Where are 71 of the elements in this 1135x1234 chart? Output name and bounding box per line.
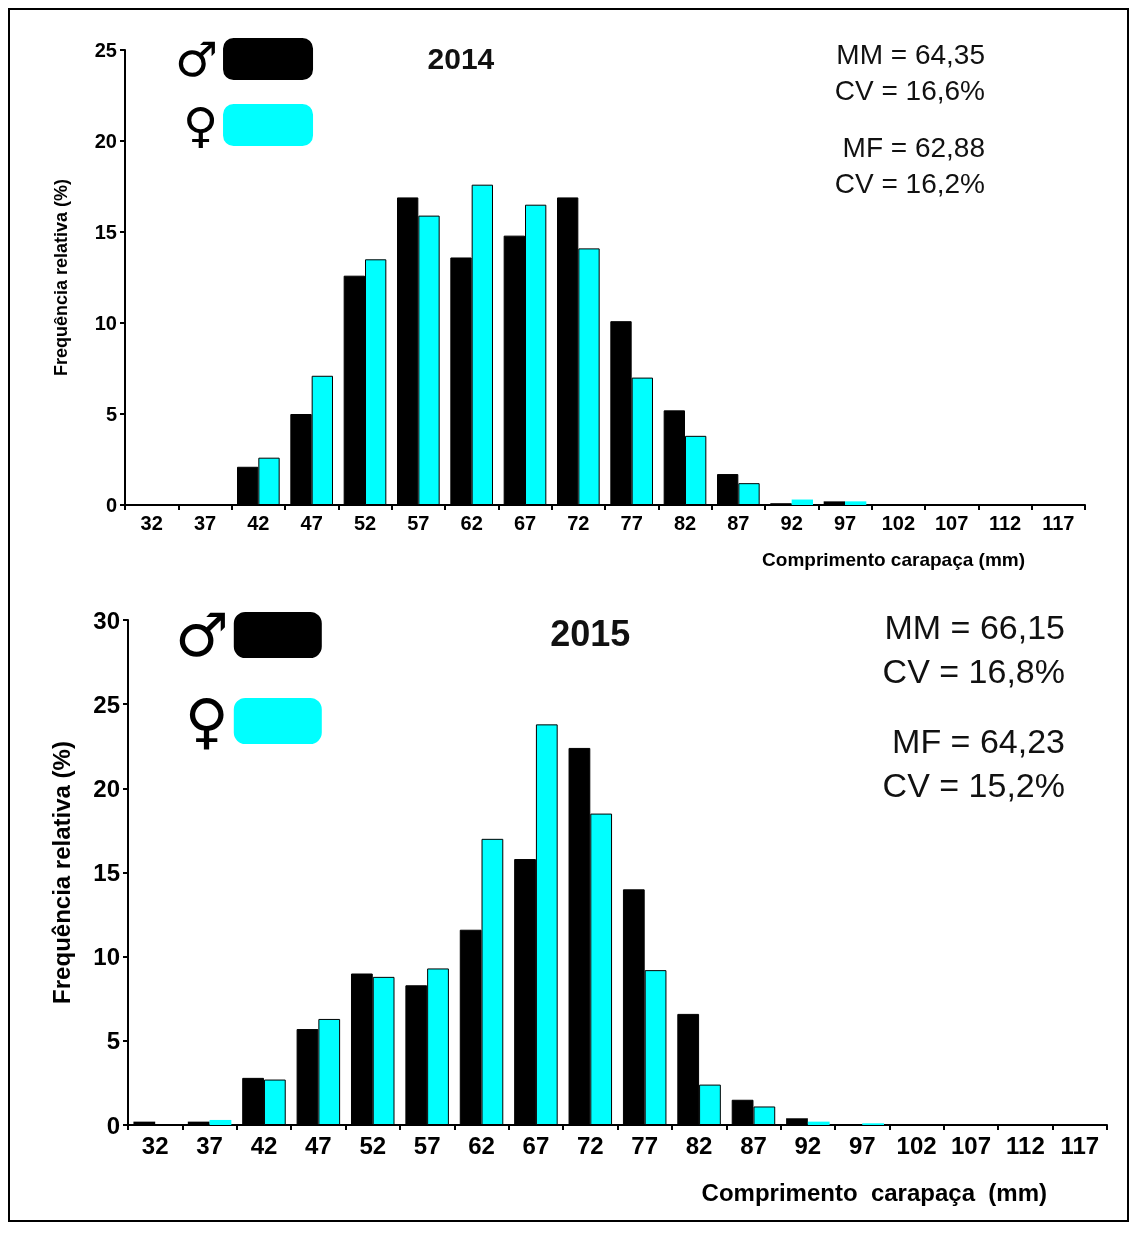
annotation: MM = 66,15 (884, 608, 1066, 646)
x-tick-label: 102 (896, 1131, 937, 1159)
x-tick-label: 107 (951, 1131, 992, 1159)
x-tick-label: 67 (513, 512, 537, 534)
annotation: CV = 16,6% (834, 74, 985, 106)
annotation: CV = 15,2% (882, 766, 1066, 805)
y-tick-label: 25 (93, 690, 120, 718)
x-tick-label: 92 (780, 512, 803, 534)
x-tick-label: 87 (740, 1131, 767, 1159)
y-tick-label: 10 (93, 943, 120, 971)
annotation: MM = 64,35 (836, 38, 986, 70)
annotation: CV = 16,8% (882, 652, 1066, 690)
x-tick-label: 107 (934, 512, 969, 534)
x-tick-label: 77 (631, 1131, 659, 1159)
x-tick-label: 32 (140, 512, 163, 534)
y-tick-label: 10 (94, 312, 117, 334)
legend-label: ♀ (184, 686, 229, 756)
bar (209, 1119, 232, 1125)
x-tick-label: 112 (988, 512, 1022, 534)
x-tick-label: 32 (141, 1131, 169, 1159)
x-tick-label: 52 (353, 512, 377, 534)
x-tick-label: 117 (1060, 1131, 1100, 1159)
x-tick-label: 102 (881, 512, 916, 534)
y-axis-title: Frequência relativa (%) (47, 741, 75, 1004)
x-tick-label: 97 (848, 1131, 876, 1159)
y-tick-label: 5 (106, 1027, 120, 1055)
y-tick-label: 15 (94, 221, 117, 243)
annotation: CV = 16,2% (834, 168, 985, 200)
y-tick-label: 5 (105, 403, 117, 425)
legend-label: ♂ (175, 31, 219, 87)
x-tick-label: 82 (685, 1131, 713, 1159)
x-tick-label: 42 (247, 512, 270, 534)
x-tick-label: 82 (673, 512, 697, 534)
chart-title: 2015 (550, 612, 631, 654)
x-tick-label: 62 (468, 1131, 495, 1159)
x-tick-label: 42 (250, 1131, 278, 1159)
x-tick-label: 72 (567, 512, 590, 534)
legend-label: ♀ (182, 97, 219, 153)
x-tick-label: 47 (300, 512, 323, 534)
x-axis-title: Comprimento carapaça (mm) (762, 549, 1025, 570)
y-tick-label: 0 (106, 1111, 120, 1139)
y-tick-label: 30 (93, 606, 120, 634)
bar (845, 501, 867, 505)
bar (791, 499, 813, 505)
x-axis-title: Comprimento carapaça (mm) (701, 1178, 1047, 1206)
x-tick-label: 37 (196, 1131, 223, 1159)
annotation: MF = 64,23 (892, 722, 1065, 761)
x-tick-label: 72 (576, 1131, 604, 1159)
y-tick-label: 15 (93, 859, 120, 886)
x-tick-label: 67 (522, 1131, 550, 1159)
y-tick-label: 0 (105, 494, 117, 516)
bar (807, 1121, 830, 1125)
x-tick-label: 97 (833, 512, 857, 534)
x-tick-label: 57 (407, 512, 430, 534)
chart-title: 2014 (427, 41, 495, 75)
x-tick-label: 57 (413, 1131, 441, 1159)
annotation: MF = 62,88 (842, 132, 985, 164)
x-tick-label: 47 (305, 1131, 332, 1159)
y-tick-label: 25 (94, 39, 117, 61)
x-tick-label: 92 (794, 1131, 822, 1159)
y-axis-title: Frequência relativa (%) (51, 178, 71, 377)
x-tick-label: 112 (1006, 1131, 1045, 1159)
x-tick-label: 77 (620, 512, 643, 534)
y-tick-label: 20 (93, 774, 120, 802)
x-tick-label: 87 (727, 512, 750, 534)
legend-label: ♂ (174, 600, 229, 670)
y-tick-label: 20 (94, 130, 117, 152)
x-tick-label: 52 (359, 1131, 387, 1159)
x-tick-label: 37 (193, 512, 217, 534)
x-tick-label: 62 (460, 512, 483, 534)
x-tick-label: 117 (1042, 512, 1075, 534)
